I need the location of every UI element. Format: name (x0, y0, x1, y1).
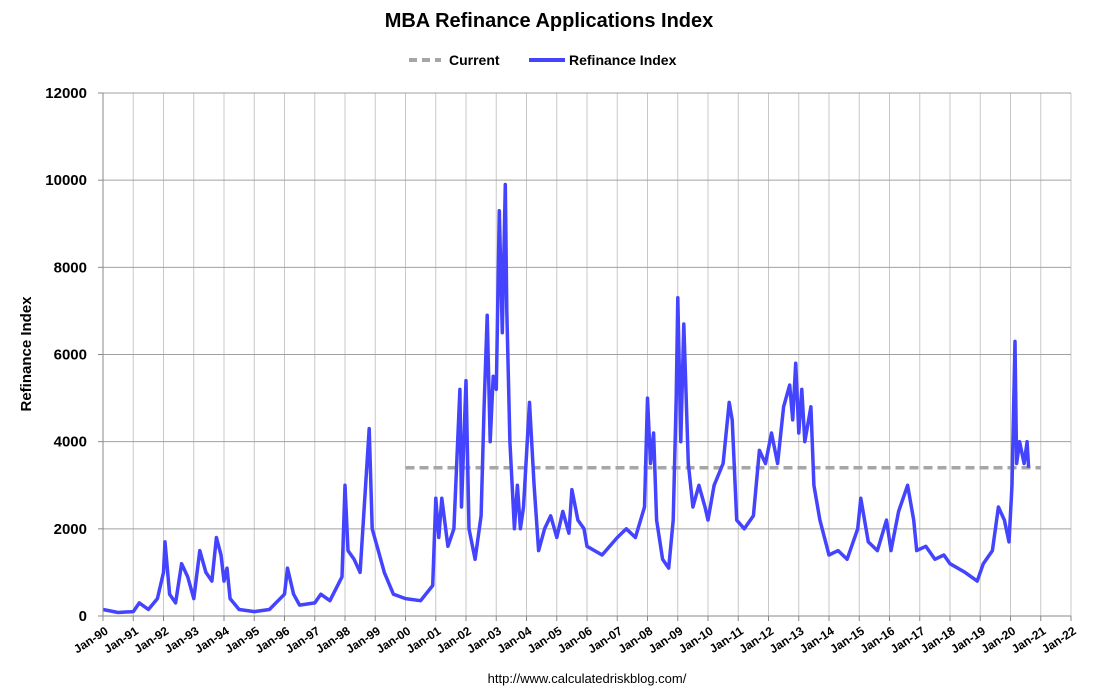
axes (102, 93, 1071, 617)
y-tick-label: 4000 (54, 434, 87, 451)
x-tick-label: Jan-10 (676, 624, 716, 657)
refinance-index-line (102, 182, 1031, 615)
y-axis-label: Refinance Index (18, 296, 35, 412)
legend-current-label: Current (449, 52, 500, 68)
y-tick-label: 8000 (54, 259, 87, 276)
legend-refinance-label: Refinance Index (569, 52, 677, 68)
legend: Current Refinance Index (409, 52, 677, 68)
y-tick-label: 12000 (45, 85, 87, 102)
gridlines (103, 92, 1072, 616)
x-tick-label: Jan-22 (1039, 624, 1079, 657)
x-axis-ticks: Jan-90Jan-91Jan-92Jan-93Jan-94Jan-95Jan-… (71, 616, 1079, 656)
series-layer (102, 182, 1041, 615)
chart-title: MBA Refinance Applications Index (385, 10, 714, 32)
y-tick-label: 10000 (45, 172, 87, 189)
y-tick-label: 6000 (54, 347, 87, 364)
y-tick-label: 2000 (54, 521, 87, 538)
y-tick-label: 0 (79, 608, 87, 625)
source-url: http://www.calculatedriskblog.com/ (488, 671, 687, 686)
y-axis-ticks: 0 2000 4000 6000 8000 10000 12000 (45, 85, 103, 625)
